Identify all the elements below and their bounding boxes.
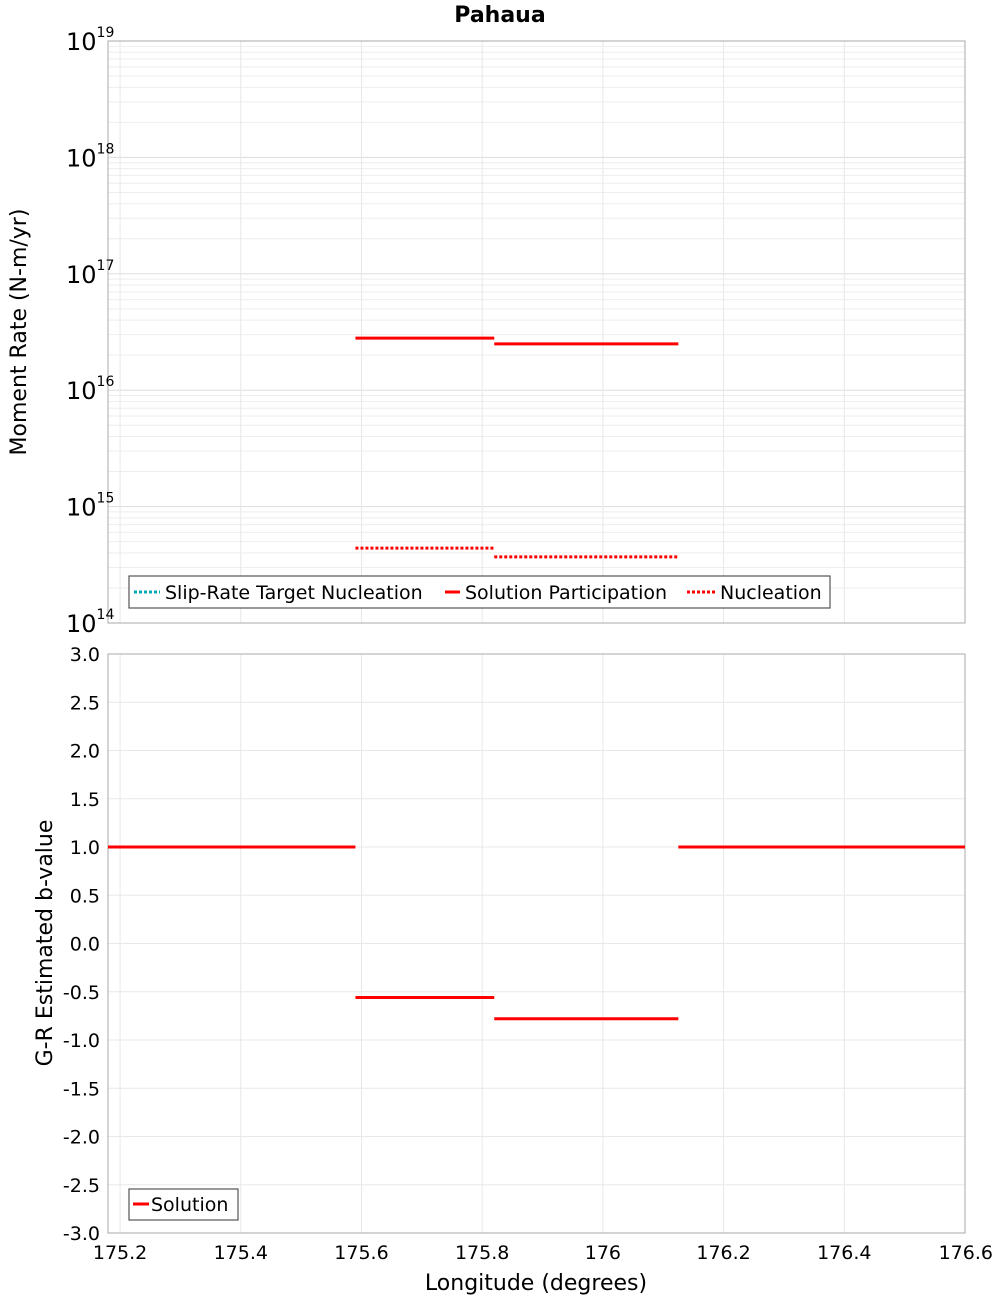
y-tick-label: 1014 [66, 607, 114, 638]
y-tick-label: -1.0 [63, 1030, 100, 1052]
y-tick-label: 1015 [66, 491, 114, 522]
top-series [355, 336, 679, 559]
bottom-legend: Solution [128, 1188, 239, 1221]
y-tick-label: -1.5 [63, 1078, 100, 1100]
bottom-panel: 3.0 2.5 2.0 1.5 1.0 0.5 0.0 -0.5 -1.0 -1.5 -2.0 -2.… [33, 644, 993, 1296]
x-axis-label: Longitude (degrees) [425, 1271, 647, 1296]
top-legend: Slip-Rate Target Nucleation Solution Par… [128, 575, 831, 609]
y-tick-label: 1016 [66, 374, 114, 405]
x-tick-label: 175.2 [93, 1242, 147, 1264]
y-tick-label: 1017 [66, 258, 114, 289]
bottom-grid [108, 653, 966, 1234]
top-panel: 1014 1015 1016 1017 1018 1019 Moment Rate (N-… [7, 25, 966, 638]
legend-label-slip-rate: Slip-Rate Target Nucleation [165, 582, 423, 604]
y-tick-label: -2.5 [63, 1175, 100, 1197]
x-tick-label: 175.8 [455, 1242, 509, 1264]
y-tick-label: 1.0 [70, 837, 100, 859]
y-tick-label: 0.0 [70, 934, 100, 956]
y-tick-label: 1018 [66, 141, 114, 172]
top-y-axis-label: Moment Rate (N-m/yr) [7, 209, 32, 456]
y-tick-label: 3.0 [70, 644, 100, 666]
y-tick-label: 1019 [66, 25, 114, 56]
y-tick-label: 2.5 [70, 692, 100, 714]
chart-title: Pahaua [454, 3, 545, 28]
y-tick-label: -2.0 [63, 1127, 100, 1149]
x-tick-label: 175.4 [214, 1242, 268, 1264]
top-y-ticks: 1014 1015 1016 1017 1018 1019 [66, 25, 114, 638]
bottom-plot-frame [107, 653, 966, 1234]
bottom-y-axis-label: G-R Estimated b-value [33, 820, 58, 1067]
legend-label-solution: Solution [151, 1194, 228, 1216]
top-plot-frame [107, 40, 966, 624]
y-tick-label: 2.0 [70, 741, 100, 763]
x-tick-label: 176 [585, 1242, 621, 1264]
x-tick-label: 176.6 [939, 1242, 993, 1264]
x-tick-label: 176.4 [817, 1242, 871, 1264]
top-grid [108, 41, 966, 624]
y-tick-label: -0.5 [63, 982, 100, 1004]
x-tick-label: 175.6 [334, 1242, 388, 1264]
bottom-series [108, 845, 965, 1021]
legend-label-participation: Solution Participation [465, 582, 667, 604]
bottom-x-ticks: 175.2 175.4 175.6 175.8 176 176.2 176.4 176.6 [93, 1242, 993, 1264]
y-tick-label: 0.5 [70, 885, 100, 907]
bottom-y-ticks: 3.0 2.5 2.0 1.5 1.0 0.5 0.0 -0.5 -1.0 -1.5 -2.0 -2.… [63, 644, 100, 1245]
x-tick-label: 176.2 [696, 1242, 750, 1264]
y-tick-label: 1.5 [70, 789, 100, 811]
y-tick-label: -3.0 [63, 1223, 100, 1245]
legend-label-nucleation: Nucleation [720, 582, 822, 604]
